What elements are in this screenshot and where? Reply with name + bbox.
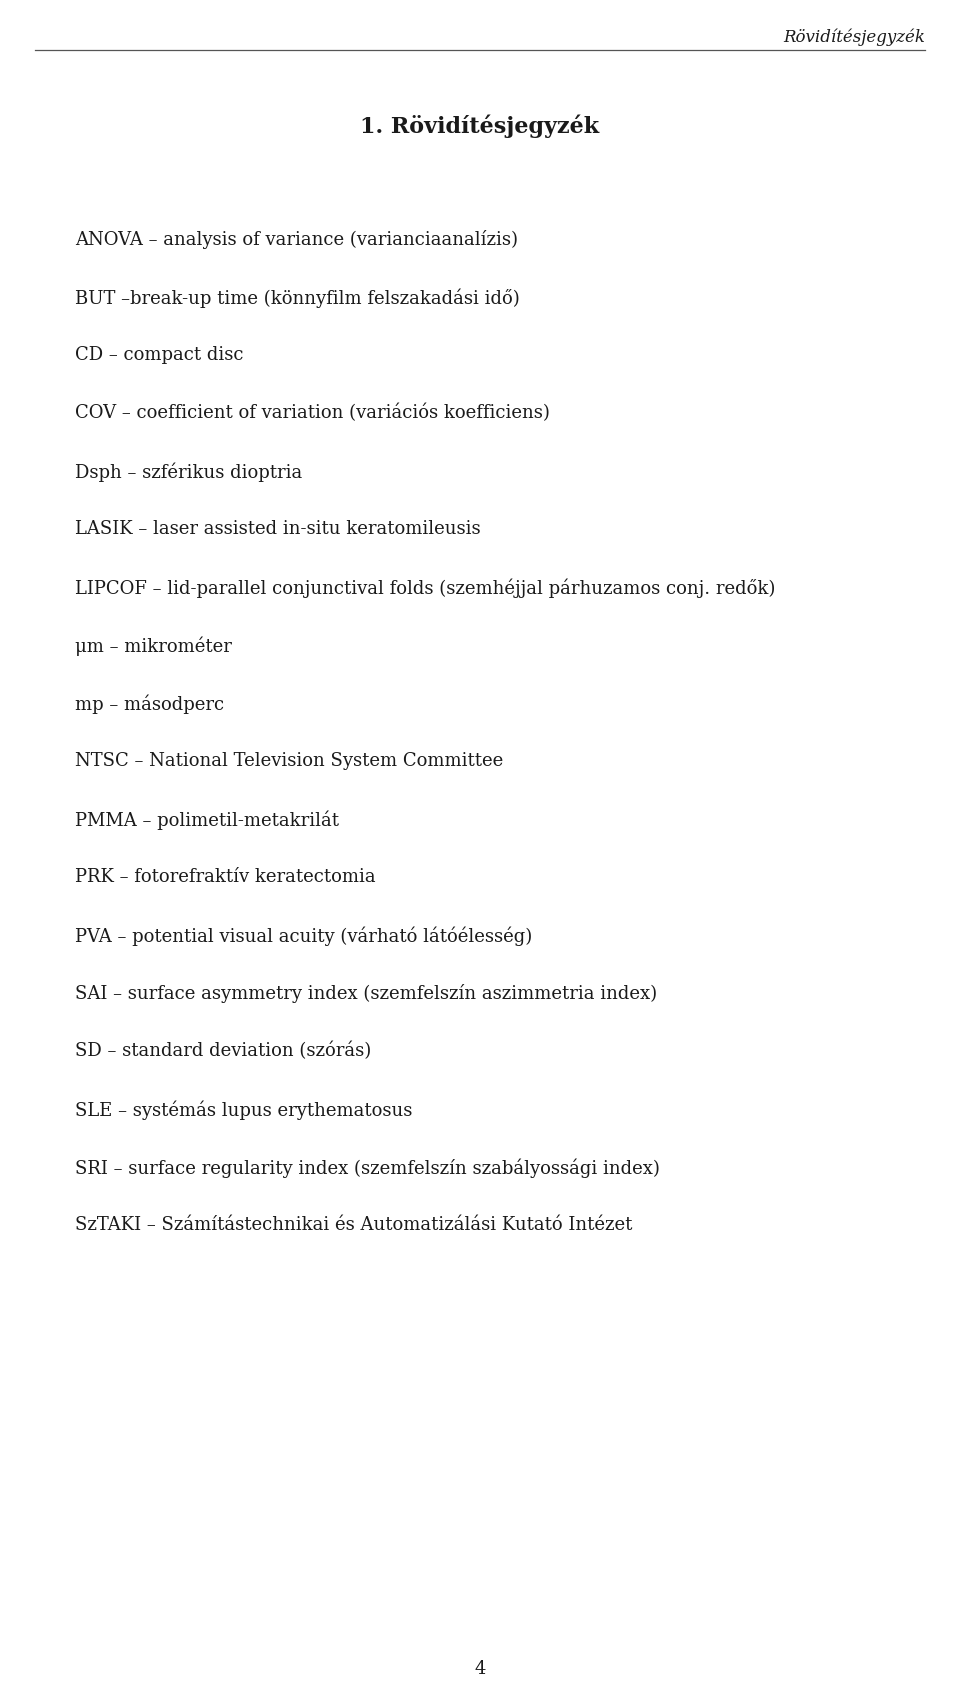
Text: BUT –break-up time (könnyfilm felszakadási idő): BUT –break-up time (könnyfilm felszakadá… [75,288,519,307]
Text: Dsph – szférikus dioptria: Dsph – szférikus dioptria [75,462,302,482]
Text: mp – másodperc: mp – másodperc [75,694,224,713]
Text: CD – compact disc: CD – compact disc [75,346,244,363]
Text: PMMA – polimetil-metakrilát: PMMA – polimetil-metakrilát [75,809,339,830]
Text: SRI – surface regularity index (szemfelszín szabályossági index): SRI – surface regularity index (szemfels… [75,1157,660,1178]
Text: Rövidítésjegyzék: Rövidítésjegyzék [783,27,925,46]
Text: PVA – potential visual acuity (várható látóélesség): PVA – potential visual acuity (várható l… [75,927,532,945]
Text: NTSC – National Television System Committee: NTSC – National Television System Commit… [75,752,503,770]
Text: μm – mikrométer: μm – mikrométer [75,636,232,655]
Text: SLE – systémás lupus erythematosus: SLE – systémás lupus erythematosus [75,1100,413,1120]
Text: LIPCOF – lid-parallel conjunctival folds (szemhéjjal párhuzamos conj. redők): LIPCOF – lid-parallel conjunctival folds… [75,579,776,597]
Text: COV – coefficient of variation (variációs koefficiens): COV – coefficient of variation (variáció… [75,404,550,423]
Text: LASIK – laser assisted in-situ keratomileusis: LASIK – laser assisted in-situ keratomil… [75,519,481,538]
Text: SAI – surface asymmetry index (szemfelszín aszimmetria index): SAI – surface asymmetry index (szemfelsz… [75,984,658,1003]
Text: SD – standard deviation (szórás): SD – standard deviation (szórás) [75,1042,372,1061]
Text: PRK – fotorefraktív keratectomia: PRK – fotorefraktív keratectomia [75,867,375,886]
Text: 1. Rövidítésjegyzék: 1. Rövidítésjegyzék [360,115,600,139]
Text: 4: 4 [474,1660,486,1678]
Text: ANOVA – analysis of variance (varianciaanalízis): ANOVA – analysis of variance (varianciaa… [75,231,518,249]
Text: SzTAKI – Számítástechnikai és Automatizálási Kutató Intézet: SzTAKI – Számítástechnikai és Automatizá… [75,1217,633,1234]
